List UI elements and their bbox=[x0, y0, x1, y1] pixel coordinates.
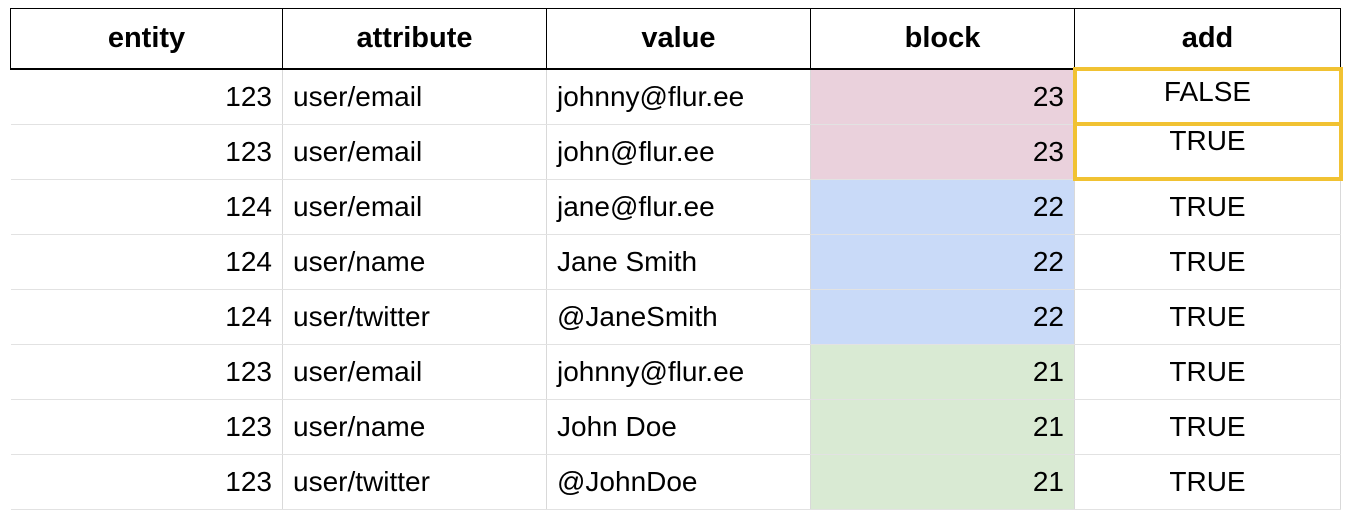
cell-entity[interactable]: 123 bbox=[10, 398, 283, 455]
cell-block[interactable]: 21 bbox=[810, 398, 1075, 455]
cell-value[interactable]: @JohnDoe bbox=[546, 453, 811, 510]
cell-value[interactable]: johnny@flur.ee bbox=[546, 343, 811, 400]
cell-entity[interactable]: 124 bbox=[10, 288, 283, 345]
cell-block[interactable]: 23 bbox=[810, 123, 1075, 180]
cell-block[interactable]: 21 bbox=[810, 343, 1075, 400]
header-value[interactable]: value bbox=[546, 8, 811, 70]
table-body: 123 user/email johnny@flur.ee 23 FALSE 1… bbox=[10, 67, 1343, 510]
table-header: entity attribute value block add bbox=[10, 8, 1341, 70]
cell-value[interactable]: johnny@flur.ee bbox=[546, 68, 811, 125]
table-row: 123 user/twitter @JohnDoe 21 TRUE bbox=[10, 453, 1341, 510]
data-table: entity attribute value block add 123 use… bbox=[10, 8, 1343, 510]
cell-entity[interactable]: 123 bbox=[10, 123, 283, 180]
cell-block[interactable]: 21 bbox=[810, 453, 1075, 510]
cell-value[interactable]: John Doe bbox=[546, 398, 811, 455]
cell-attribute[interactable]: user/email bbox=[282, 68, 547, 125]
cell-entity[interactable]: 124 bbox=[10, 233, 283, 290]
cell-attribute[interactable]: user/twitter bbox=[282, 453, 547, 510]
cell-block[interactable]: 23 bbox=[810, 68, 1075, 125]
header-entity[interactable]: entity bbox=[10, 8, 283, 70]
table-row: 123 user/email johnny@flur.ee 21 TRUE bbox=[10, 343, 1341, 400]
table-row: 123 user/email john@flur.ee 23 TRUE bbox=[10, 122, 1343, 181]
cell-add[interactable]: TRUE bbox=[1074, 343, 1341, 400]
header-attribute[interactable]: attribute bbox=[282, 8, 547, 70]
cell-entity[interactable]: 123 bbox=[10, 68, 283, 125]
cell-attribute[interactable]: user/email bbox=[282, 123, 547, 180]
cell-add-highlighted[interactable]: FALSE bbox=[1072, 67, 1343, 126]
cell-block[interactable]: 22 bbox=[810, 178, 1075, 235]
cell-value[interactable]: @JaneSmith bbox=[546, 288, 811, 345]
cell-block[interactable]: 22 bbox=[810, 288, 1075, 345]
cell-value[interactable]: Jane Smith bbox=[546, 233, 811, 290]
cell-add[interactable]: TRUE bbox=[1074, 178, 1341, 235]
header-add[interactable]: add bbox=[1074, 8, 1341, 70]
cell-add[interactable]: TRUE bbox=[1074, 453, 1341, 510]
cell-add-highlighted[interactable]: TRUE bbox=[1072, 122, 1343, 181]
cell-entity[interactable]: 123 bbox=[10, 343, 283, 400]
cell-attribute[interactable]: user/email bbox=[282, 343, 547, 400]
table-row: 124 user/name Jane Smith 22 TRUE bbox=[10, 233, 1341, 290]
cell-block[interactable]: 22 bbox=[810, 233, 1075, 290]
cell-entity[interactable]: 123 bbox=[10, 453, 283, 510]
cell-add[interactable]: TRUE bbox=[1074, 233, 1341, 290]
cell-attribute[interactable]: user/name bbox=[282, 233, 547, 290]
cell-attribute[interactable]: user/name bbox=[282, 398, 547, 455]
cell-add[interactable]: TRUE bbox=[1074, 398, 1341, 455]
table-row: 123 user/name John Doe 21 TRUE bbox=[10, 398, 1341, 455]
table-row: 123 user/email johnny@flur.ee 23 FALSE bbox=[10, 67, 1343, 126]
cell-attribute[interactable]: user/email bbox=[282, 178, 547, 235]
table-row: 124 user/twitter @JaneSmith 22 TRUE bbox=[10, 288, 1341, 345]
header-row: entity attribute value block add bbox=[10, 8, 1341, 70]
header-block[interactable]: block bbox=[810, 8, 1075, 70]
cell-value[interactable]: jane@flur.ee bbox=[546, 178, 811, 235]
cell-add[interactable]: TRUE bbox=[1074, 288, 1341, 345]
table-row: 124 user/email jane@flur.ee 22 TRUE bbox=[10, 178, 1341, 235]
cell-attribute[interactable]: user/twitter bbox=[282, 288, 547, 345]
cell-entity[interactable]: 124 bbox=[10, 178, 283, 235]
cell-value[interactable]: john@flur.ee bbox=[546, 123, 811, 180]
